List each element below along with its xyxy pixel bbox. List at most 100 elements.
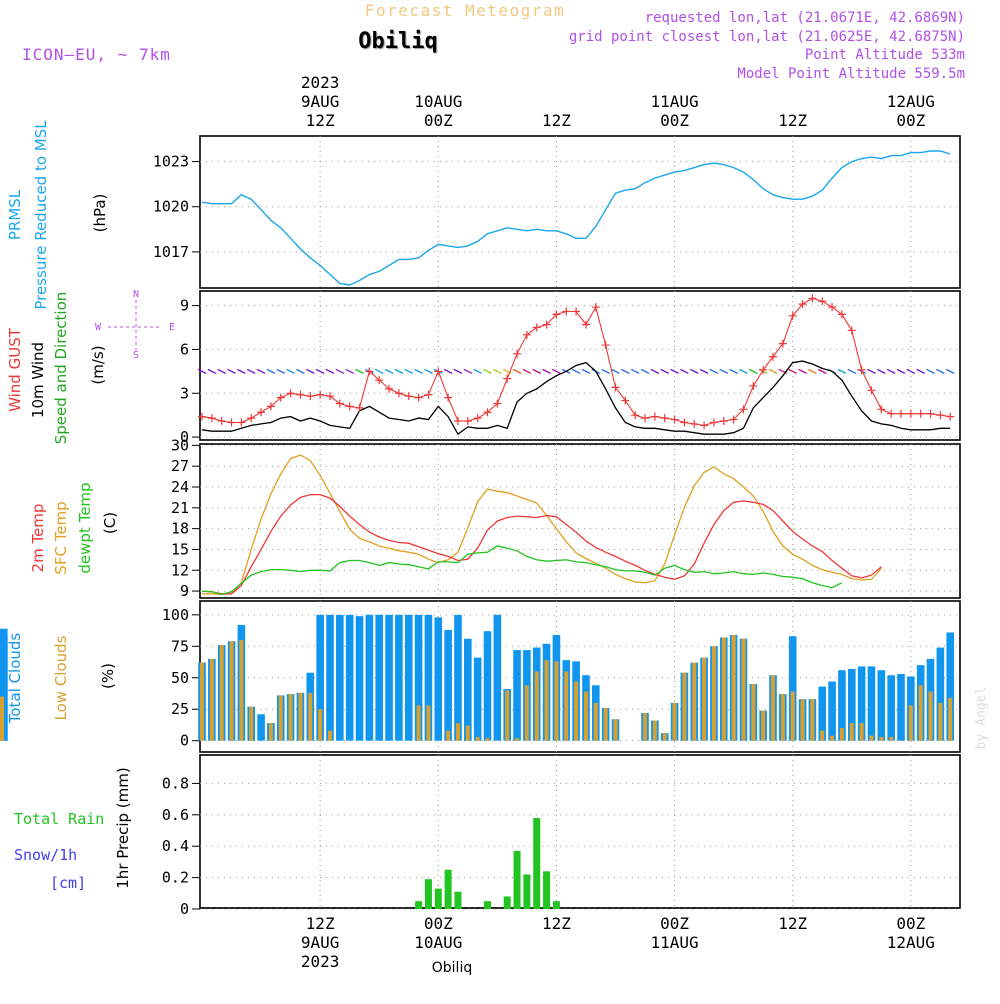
wind-gust-marker: [788, 311, 797, 320]
wind-direction-arrow: [374, 368, 384, 374]
top-time-label: 00Z: [424, 111, 453, 130]
total-cloud-bar: [867, 666, 876, 741]
wind-direction-arrow: [650, 368, 660, 374]
bottom-time-label: 12Z: [778, 914, 807, 933]
low-cloud-bar: [446, 730, 451, 741]
low-cloud-bar: [859, 723, 864, 741]
cloud-label-total: Total Clouds: [6, 633, 24, 725]
wind-direction-arrow: [945, 368, 955, 374]
top-time-label: 12AUG: [887, 92, 935, 111]
wind-gust-marker: [601, 341, 610, 350]
wind-direction-arrow: [699, 368, 709, 374]
bottom-time-label: 10AUG: [414, 933, 462, 952]
low-cloud-bar: [200, 662, 204, 741]
wind-gust-marker: [257, 408, 266, 417]
station-title: Obiliq: [358, 29, 437, 54]
wind-gust-marker: [286, 389, 295, 398]
low-cloud-bar: [839, 728, 844, 741]
precip-panel-frame: [199, 754, 961, 909]
wind-direction-arrow: [729, 368, 738, 374]
total-cloud-bar: [946, 632, 955, 741]
wind-gust-marker: [247, 414, 256, 423]
wind-gust-marker: [217, 417, 226, 426]
wind-direction-arrow: [453, 368, 463, 374]
total-cloud-bar: [0, 645, 8, 741]
wind-gust-marker: [483, 408, 492, 417]
wind-direction-arrow: [817, 368, 827, 374]
wind-direction-arrow: [660, 368, 670, 374]
total-cloud-bar: [513, 650, 521, 741]
rain-bar: [415, 901, 423, 909]
y-tick-label: 1020: [153, 198, 189, 216]
wind-gust-marker: [690, 419, 699, 428]
low-cloud-bar: [554, 661, 559, 741]
wind-gust-marker: [325, 392, 334, 401]
wind-gust-marker: [414, 393, 423, 402]
temp-2m-line: [201, 493, 882, 595]
info-line-2: grid point closest lon,lat (21.0625E, 42…: [569, 29, 965, 45]
wind-direction-arrow: [680, 368, 689, 374]
low-cloud-bar: [662, 733, 667, 741]
wind-gust-line: [201, 297, 951, 426]
wind-gust-marker: [444, 393, 453, 402]
wind-gust-marker: [227, 418, 236, 427]
wind-gust-marker: [650, 412, 659, 421]
wind-gust-marker: [345, 402, 354, 411]
compass-south: S: [133, 350, 139, 361]
bottom-time-label: 12Z: [542, 914, 571, 933]
low-cloud-bar: [643, 712, 648, 741]
temp-label-2m: 2m Temp: [29, 504, 47, 573]
wind-direction-arrow: [335, 368, 345, 374]
low-cloud-bar: [771, 675, 776, 741]
wind-speed-line: [201, 360, 951, 436]
wind-direction-arrow: [601, 368, 610, 374]
low-cloud-bar: [672, 702, 677, 741]
wind-direction-arrow: [630, 368, 640, 374]
wind-gust-marker: [404, 392, 413, 401]
low-cloud-bar: [613, 719, 618, 741]
low-cloud-bar: [327, 730, 332, 741]
wind-direction-arrow: [896, 368, 906, 374]
total-cloud-bar: [464, 638, 472, 741]
y-tick-label: 6: [180, 340, 189, 358]
wind-gust-marker: [237, 418, 246, 427]
wind-direction-arrow: [286, 368, 295, 374]
temp-label-dewpt: dewpt Temp: [76, 482, 94, 573]
wind-direction-arrow: [266, 368, 276, 374]
total-cloud-bar: [788, 636, 797, 741]
bottom-time-label: 9AUG: [301, 933, 340, 952]
low-cloud-bar: [544, 660, 549, 741]
wind-gust-marker: [335, 399, 344, 408]
wind-gust-marker: [926, 409, 935, 418]
y-tick-label: 24: [171, 478, 189, 496]
low-cloud-bar: [652, 720, 657, 741]
wind-gust-marker: [453, 417, 462, 426]
temp-unit: (C): [101, 512, 119, 534]
low-cloud-bar: [928, 691, 933, 741]
wind-direction-arrow: [867, 368, 876, 374]
compass-east: E: [169, 322, 175, 333]
top-time-label: 9AUG: [301, 92, 340, 111]
wind-gust-marker: [719, 417, 728, 426]
low-cloud-bar: [721, 637, 726, 741]
low-cloud-bar: [869, 735, 874, 741]
wind-direction-arrow: [276, 368, 286, 374]
y-tick-label: 0: [180, 428, 189, 446]
wind-direction-arrow: [886, 368, 896, 374]
wind-direction-arrow: [522, 368, 532, 374]
wind-direction-arrow: [532, 368, 542, 374]
bottom-time-label: 00Z: [660, 914, 689, 933]
wind-gust-marker: [276, 393, 285, 402]
top-time-label: 2023: [301, 73, 340, 92]
total-cloud-bar: [857, 666, 866, 741]
low-cloud-bar: [603, 707, 608, 741]
wind-gust-marker: [798, 300, 807, 309]
wind-gust-marker: [660, 414, 669, 423]
wind-gust-marker: [542, 320, 551, 329]
wind-direction-arrow: [473, 368, 482, 374]
wind-direction-arrow: [916, 368, 925, 374]
wind-direction-arrow: [798, 368, 807, 374]
total-cloud-bar: [316, 614, 324, 741]
wind-direction-arrow: [217, 368, 227, 374]
